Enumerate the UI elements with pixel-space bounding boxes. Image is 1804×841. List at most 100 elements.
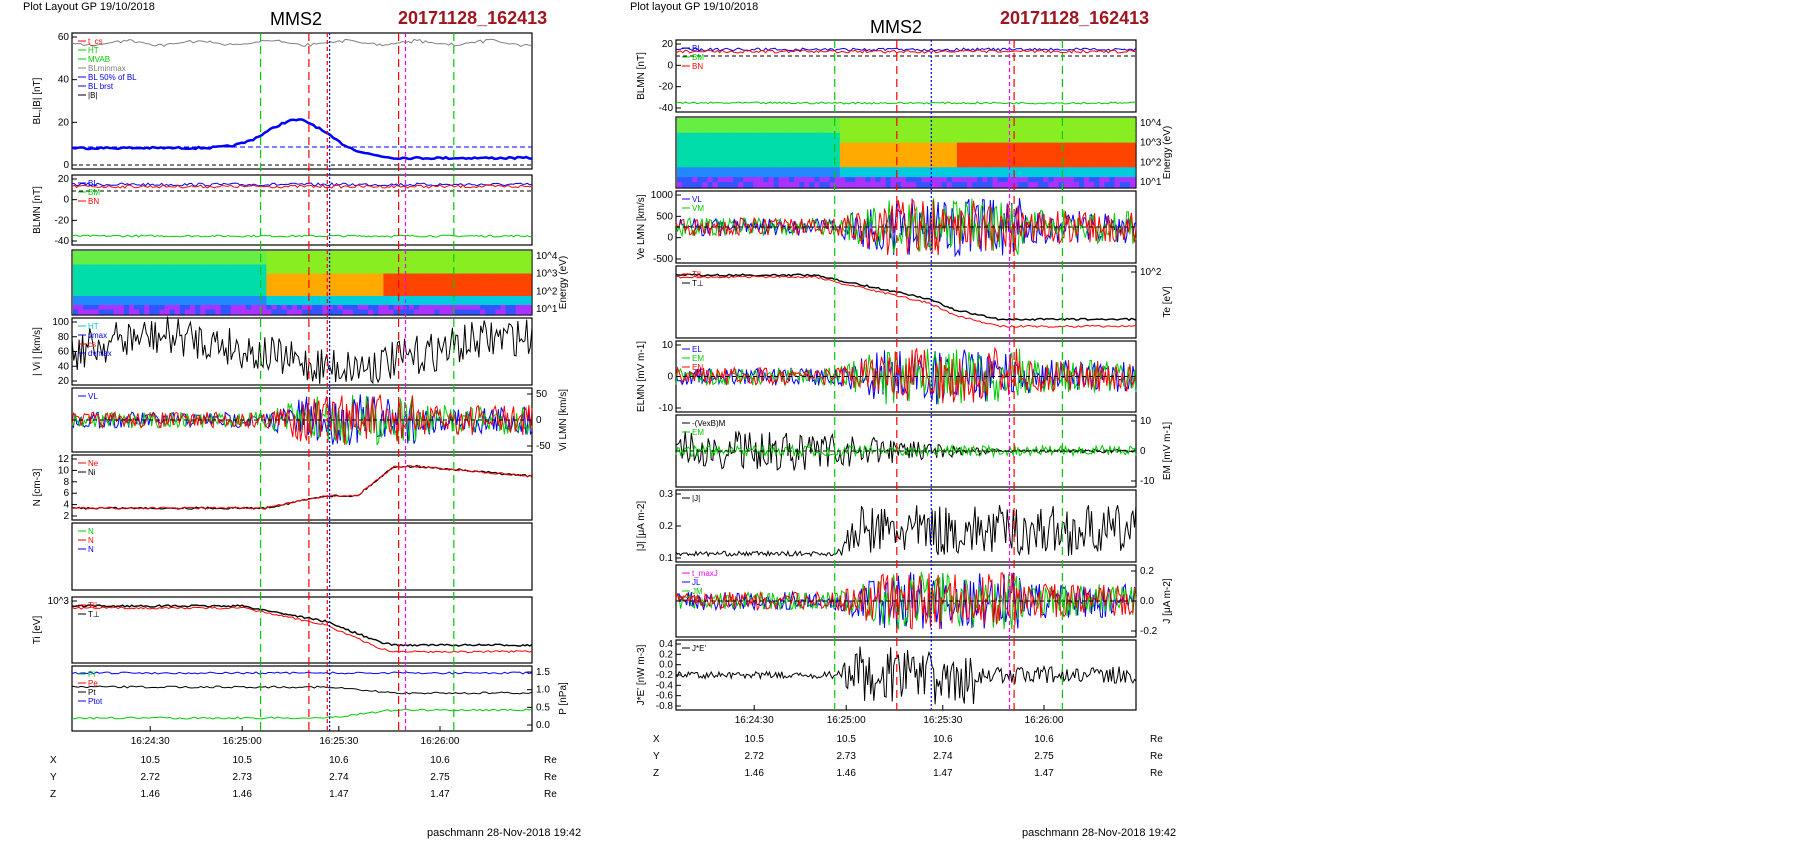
left-heatmap-cell xyxy=(134,273,140,279)
left-panel4-legend-entry: VL xyxy=(88,392,98,401)
right-heatmap-cell xyxy=(727,142,734,149)
left-heatmap-cell xyxy=(98,309,105,315)
right-heatmap-cell xyxy=(1114,177,1121,183)
left-heatmap-cell xyxy=(444,291,451,297)
left-heatmap-cell xyxy=(251,300,257,306)
right-heatmap-cell xyxy=(804,132,810,139)
right-heatmap-cell xyxy=(773,152,780,159)
right-heatmap-cell xyxy=(829,152,836,159)
right-heatmap-cell xyxy=(1033,122,1039,129)
left-heatmap-cell xyxy=(373,309,379,315)
right-heatmap-cell xyxy=(1043,157,1050,163)
left-heatmap-cell xyxy=(195,305,201,311)
right-heatmap-cell xyxy=(768,142,775,149)
left-heatmap-cell xyxy=(413,287,420,293)
right-heatmap-cell xyxy=(880,172,887,178)
right-heatmap-cell xyxy=(692,157,698,163)
left-heatmap-cell xyxy=(118,300,125,306)
right-heatmap-cell xyxy=(717,142,724,149)
right-heatmap-cell xyxy=(1012,182,1019,188)
right-panel7-legend-entry: JL xyxy=(692,578,701,587)
left-heatmap-cell xyxy=(393,282,400,288)
right-heatmap-cell xyxy=(768,177,775,183)
left-xtick-label: 16:25:00 xyxy=(223,736,262,747)
left-heatmap-cell xyxy=(449,282,456,288)
left-heatmap-cell xyxy=(220,300,227,306)
right-heatmap-cell xyxy=(1058,147,1065,154)
right-heatmap-cell xyxy=(722,147,729,154)
right-heatmap-cell xyxy=(1119,167,1126,173)
right-panel6-ytick-label: 0.1 xyxy=(659,553,673,564)
left-heatmap-cell xyxy=(93,300,100,306)
left-heatmap-cell xyxy=(251,260,257,266)
right-heatmap-cell xyxy=(956,172,963,178)
right-heatmap-cell xyxy=(972,167,978,173)
right-heatmap-cell xyxy=(1079,152,1085,159)
right-heatmap-cell xyxy=(829,147,836,154)
right-panel1-frame xyxy=(675,116,1137,189)
right-heatmap-cell xyxy=(946,172,953,178)
right-heatmap-cell xyxy=(946,167,953,173)
left-heatmap-cell xyxy=(230,305,237,311)
left-heatmap-cell xyxy=(424,296,430,302)
left-panel0-legend-entry: t_cs xyxy=(88,37,103,46)
right-heatmap-cell xyxy=(717,127,724,134)
right-heatmap-cell xyxy=(783,182,790,188)
left-heatmap-cell xyxy=(505,251,512,257)
left-heatmap-cell xyxy=(139,291,145,297)
right-heatmap-cell xyxy=(743,118,749,124)
right-heatmap-cell xyxy=(1023,152,1029,159)
right-orbit-value: 2.72 xyxy=(744,751,764,762)
right-heatmap-cell xyxy=(1099,182,1106,188)
right-heatmap-cell xyxy=(1124,177,1131,183)
left-heatmap-cell xyxy=(403,282,410,288)
left-heatmap-cell xyxy=(240,305,247,311)
left-heatmap-cell xyxy=(174,282,181,288)
left-heatmap-cell xyxy=(378,269,385,275)
left-heatmap-cell xyxy=(480,251,486,257)
right-heatmap-cell xyxy=(1084,122,1090,129)
right-heatmap-cell xyxy=(763,122,770,129)
left-heatmap-cell xyxy=(403,255,410,261)
right-heatmap-cell xyxy=(977,152,983,159)
left-heatmap-cell xyxy=(459,278,466,284)
right-heatmap-cell xyxy=(677,177,683,183)
left-heatmap-cell xyxy=(419,291,425,297)
left-heatmap-cell xyxy=(251,296,257,302)
right-heatmap-cell xyxy=(1053,172,1060,178)
right-heatmap-cell xyxy=(1079,167,1085,173)
right-heatmap-cell xyxy=(758,122,765,129)
right-heatmap-cell xyxy=(809,167,815,173)
left-heatmap-cell xyxy=(240,282,247,288)
left-heatmap-cell xyxy=(505,305,512,311)
right-heatmap-cell xyxy=(1048,118,1055,124)
left-heatmap-cell xyxy=(103,305,110,311)
left-heatmap-cell xyxy=(454,282,461,288)
left-heatmap-cell xyxy=(383,251,390,257)
right-heatmap-cell xyxy=(768,132,775,139)
left-heatmap-cell xyxy=(515,296,522,302)
right-panel4-legend-entry: EN xyxy=(692,363,703,372)
right-heatmap-cell xyxy=(702,157,709,163)
right-heatmap-cell xyxy=(707,177,714,183)
right-heatmap-cell xyxy=(921,118,927,124)
left-heatmap-cell xyxy=(154,251,161,257)
right-heatmap-cell xyxy=(1048,167,1055,173)
right-heatmap-cell xyxy=(1012,127,1019,134)
left-BL-line xyxy=(71,118,533,161)
left-heatmap-cell xyxy=(256,269,262,275)
right-heatmap-cell xyxy=(768,122,775,129)
right-heatmap-cell xyxy=(732,142,739,149)
right-heatmap-cell xyxy=(870,147,877,154)
left-heatmap-cell xyxy=(464,300,471,306)
left-heatmap-cell xyxy=(368,255,374,261)
right-heatmap-cell xyxy=(1012,162,1019,168)
left-heatmap-cell xyxy=(225,282,232,288)
right-orbit-value: 1.46 xyxy=(744,768,764,779)
left-heatmap-cell xyxy=(235,305,242,311)
right-heatmap-cell xyxy=(697,157,704,163)
right-heatmap-cell xyxy=(778,152,785,159)
right-heatmap-cell xyxy=(743,132,749,139)
right-heatmap-cell xyxy=(829,162,836,168)
left-heatmap-cell xyxy=(291,309,298,315)
